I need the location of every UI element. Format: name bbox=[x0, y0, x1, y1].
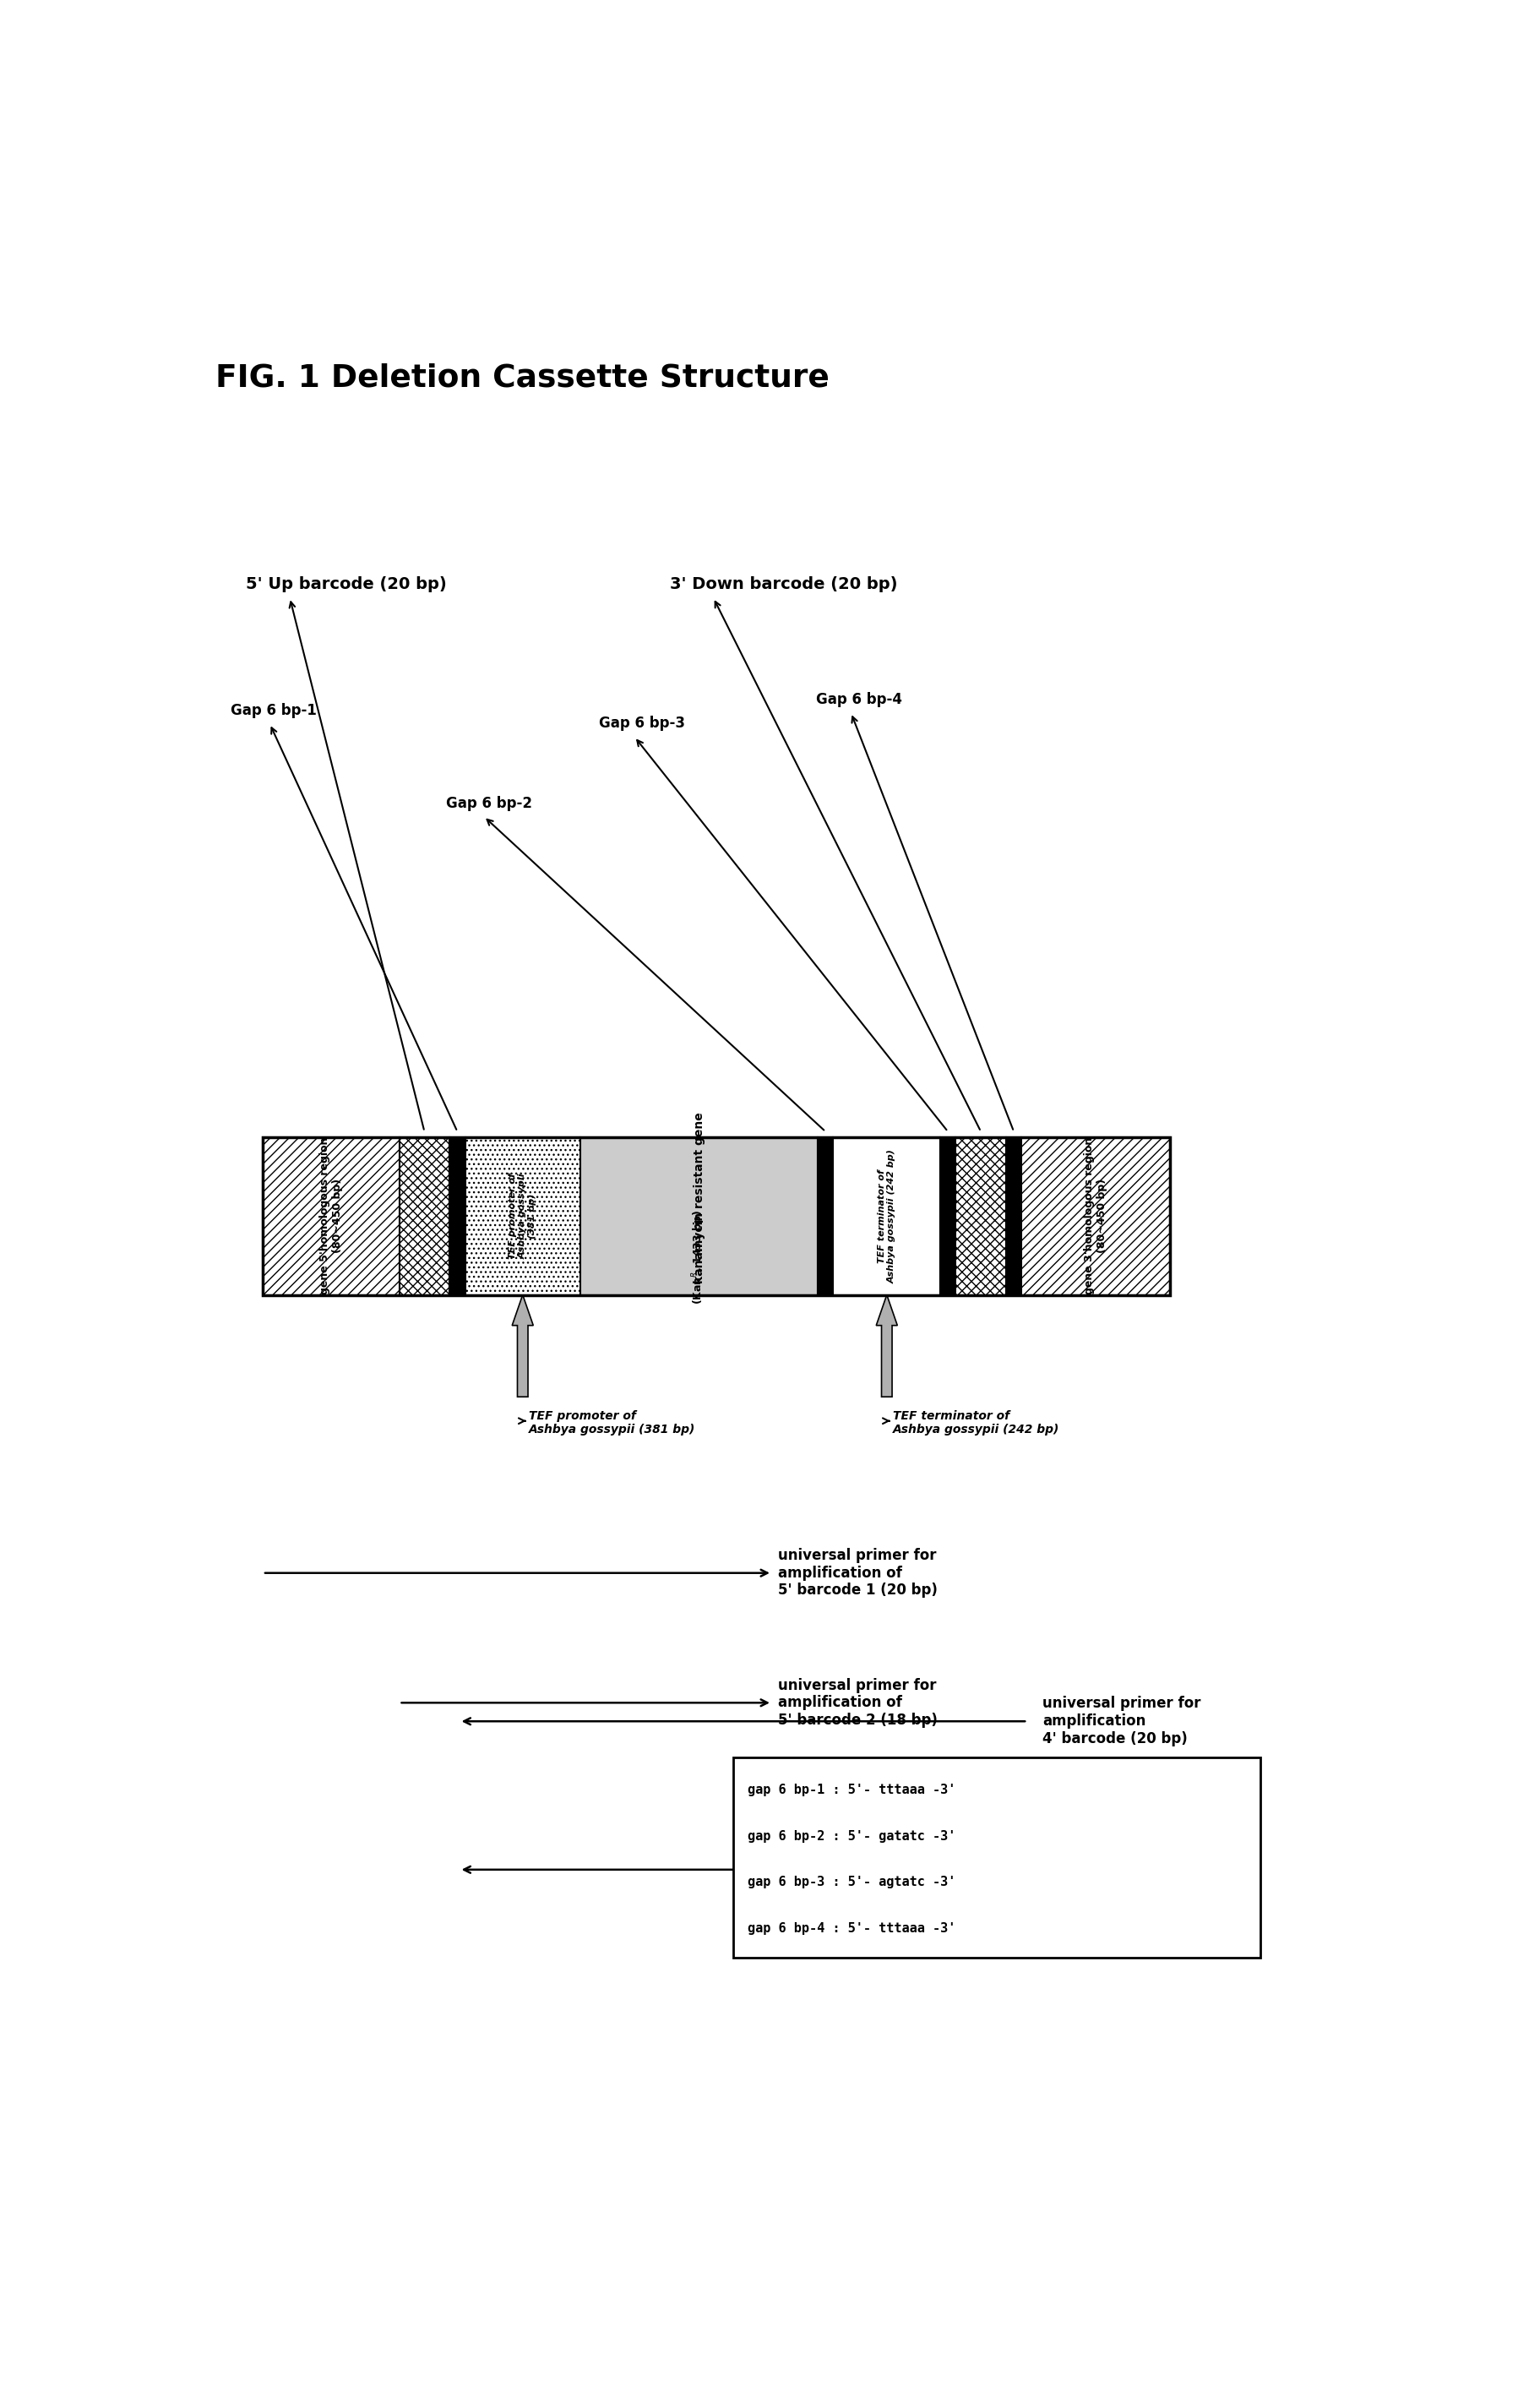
Polygon shape bbox=[876, 1296, 897, 1397]
Text: 3' Down barcode (20 bp): 3' Down barcode (20 bp) bbox=[669, 576, 897, 592]
Bar bbox=[940, 1137, 956, 1296]
Bar bbox=[1022, 1137, 1170, 1296]
Text: TEF promoter of
Ashbya gossypii (381 bp): TEF promoter of Ashbya gossypii (381 bp) bbox=[528, 1409, 695, 1435]
Text: Gap 6 bp-3: Gap 6 bp-3 bbox=[600, 715, 685, 732]
Text: gene 3'homologous region
(80~450 bp): gene 3'homologous region (80~450 bp) bbox=[1084, 1137, 1108, 1296]
Text: gap 6 bp-3 : 5'- agtatc -3': gap 6 bp-3 : 5'- agtatc -3' bbox=[747, 1876, 955, 1888]
Text: FIG. 1 Deletion Cassette Structure: FIG. 1 Deletion Cassette Structure bbox=[216, 364, 830, 393]
Bar bbox=[833, 1137, 940, 1296]
Text: gene 5'homologous region
(80~450 bp): gene 5'homologous region (80~450 bp) bbox=[319, 1137, 343, 1296]
Text: universal primer
for amplification
3' barcode (18 bp): universal primer for amplification 3' ba… bbox=[967, 1845, 1111, 1895]
Bar bbox=[1006, 1137, 1022, 1296]
Text: TEF terminator of
Ashbya gossypii (242 bp): TEF terminator of Ashbya gossypii (242 b… bbox=[877, 1149, 896, 1283]
Text: Gap 6 bp-1: Gap 6 bp-1 bbox=[231, 703, 317, 718]
Bar bbox=[465, 1137, 580, 1296]
Bar bbox=[580, 1137, 818, 1296]
Text: universal primer for
amplification of
5' barcode 2 (18 bp): universal primer for amplification of 5'… bbox=[777, 1678, 938, 1729]
Text: universal primer for
amplification
4' barcode (20 bp): universal primer for amplification 4' ba… bbox=[1043, 1695, 1201, 1746]
Bar bbox=[733, 1758, 1260, 1958]
Bar bbox=[956, 1137, 1006, 1296]
Text: gap 6 bp-1 : 5'- tttaaa -3': gap 6 bp-1 : 5'- tttaaa -3' bbox=[747, 1784, 955, 1796]
Text: TEF terminator of
Ashbya gossypii (242 bp): TEF terminator of Ashbya gossypii (242 b… bbox=[893, 1409, 1060, 1435]
Text: gap 6 bp-4 : 5'- tttaaa -3': gap 6 bp-4 : 5'- tttaaa -3' bbox=[747, 1922, 955, 1936]
Text: 5' Up barcode (20 bp): 5' Up barcode (20 bp) bbox=[246, 576, 448, 592]
Text: universal primer for
amplification of
5' barcode 1 (20 bp): universal primer for amplification of 5'… bbox=[777, 1548, 938, 1599]
Text: kanamycin resistant gene: kanamycin resistant gene bbox=[694, 1112, 704, 1283]
Bar bbox=[263, 1137, 1170, 1296]
Text: Gap 6 bp-4: Gap 6 bp-4 bbox=[815, 691, 902, 708]
Bar bbox=[263, 1137, 399, 1296]
Text: gap 6 bp-2 : 5'- gatatc -3': gap 6 bp-2 : 5'- gatatc -3' bbox=[747, 1830, 955, 1842]
Text: TEF promoter of
Ashbya gossypii
(381 bp): TEF promoter of Ashbya gossypii (381 bp) bbox=[509, 1173, 537, 1259]
Bar bbox=[399, 1137, 449, 1296]
Bar bbox=[818, 1137, 833, 1296]
Text: Gap 6 bp-2: Gap 6 bp-2 bbox=[446, 795, 533, 811]
Text: (Kan$^R$, 1433 bp): (Kan$^R$, 1433 bp) bbox=[691, 1209, 707, 1305]
Polygon shape bbox=[512, 1296, 533, 1397]
Bar bbox=[449, 1137, 465, 1296]
